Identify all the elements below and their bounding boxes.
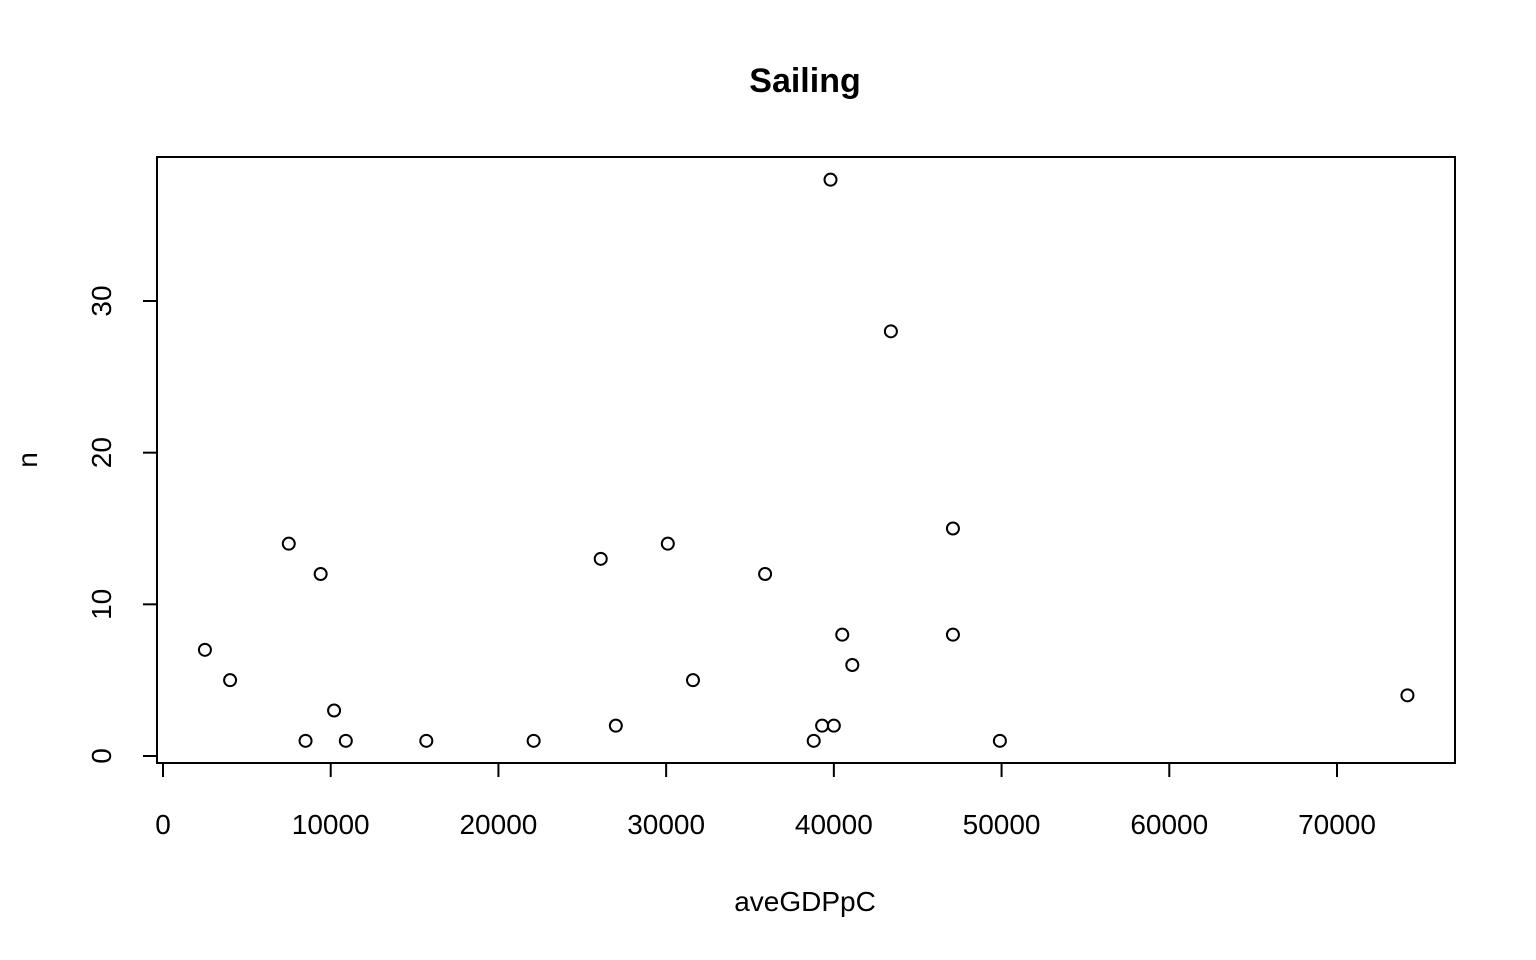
data-point xyxy=(845,658,860,672)
data-point xyxy=(419,733,434,748)
x-tick-label: 50000 xyxy=(963,809,1041,840)
data-point xyxy=(608,718,623,733)
y-tick-label: 20 xyxy=(86,437,117,468)
y-tick-label: 0 xyxy=(86,748,117,764)
data-point xyxy=(660,536,675,551)
data-point xyxy=(835,627,850,642)
data-point xyxy=(883,324,898,339)
data-point xyxy=(992,733,1007,748)
data-point xyxy=(685,673,700,688)
data-point xyxy=(593,551,608,566)
x-tick-label: 70000 xyxy=(1298,809,1376,840)
data-point xyxy=(823,172,838,187)
y-axis-label: n xyxy=(12,452,43,468)
x-tick-label: 60000 xyxy=(1130,809,1208,840)
x-tick-label: 0 xyxy=(155,809,171,840)
data-point xyxy=(758,567,773,581)
y-tick-label: 10 xyxy=(86,589,117,620)
plot-frame xyxy=(156,156,1456,764)
data-point xyxy=(338,733,353,748)
data-point xyxy=(327,703,342,718)
data-point xyxy=(298,733,313,748)
data-point xyxy=(281,536,296,551)
data-points xyxy=(197,172,1415,748)
data-point xyxy=(223,673,238,688)
x-tick-label: 30000 xyxy=(627,809,705,840)
x-tick-label: 20000 xyxy=(459,809,537,840)
data-point xyxy=(1400,688,1415,703)
data-point xyxy=(313,567,328,581)
chart-title: Sailing xyxy=(749,62,860,100)
y-axis: 0 10 20 30 xyxy=(86,285,158,764)
x-tick-label: 40000 xyxy=(795,809,873,840)
data-point xyxy=(197,642,212,657)
data-point xyxy=(826,718,841,733)
data-point xyxy=(526,733,541,748)
x-axis-label: aveGDPpC xyxy=(734,886,876,917)
x-axis: 0 10000 20000 30000 40000 50000 60000 70000 xyxy=(155,762,1376,840)
y-tick-label: 30 xyxy=(86,285,117,316)
data-point xyxy=(815,718,830,733)
data-point xyxy=(806,733,821,748)
x-tick-label: 10000 xyxy=(292,809,370,840)
data-point xyxy=(945,521,960,536)
data-point xyxy=(945,627,960,642)
